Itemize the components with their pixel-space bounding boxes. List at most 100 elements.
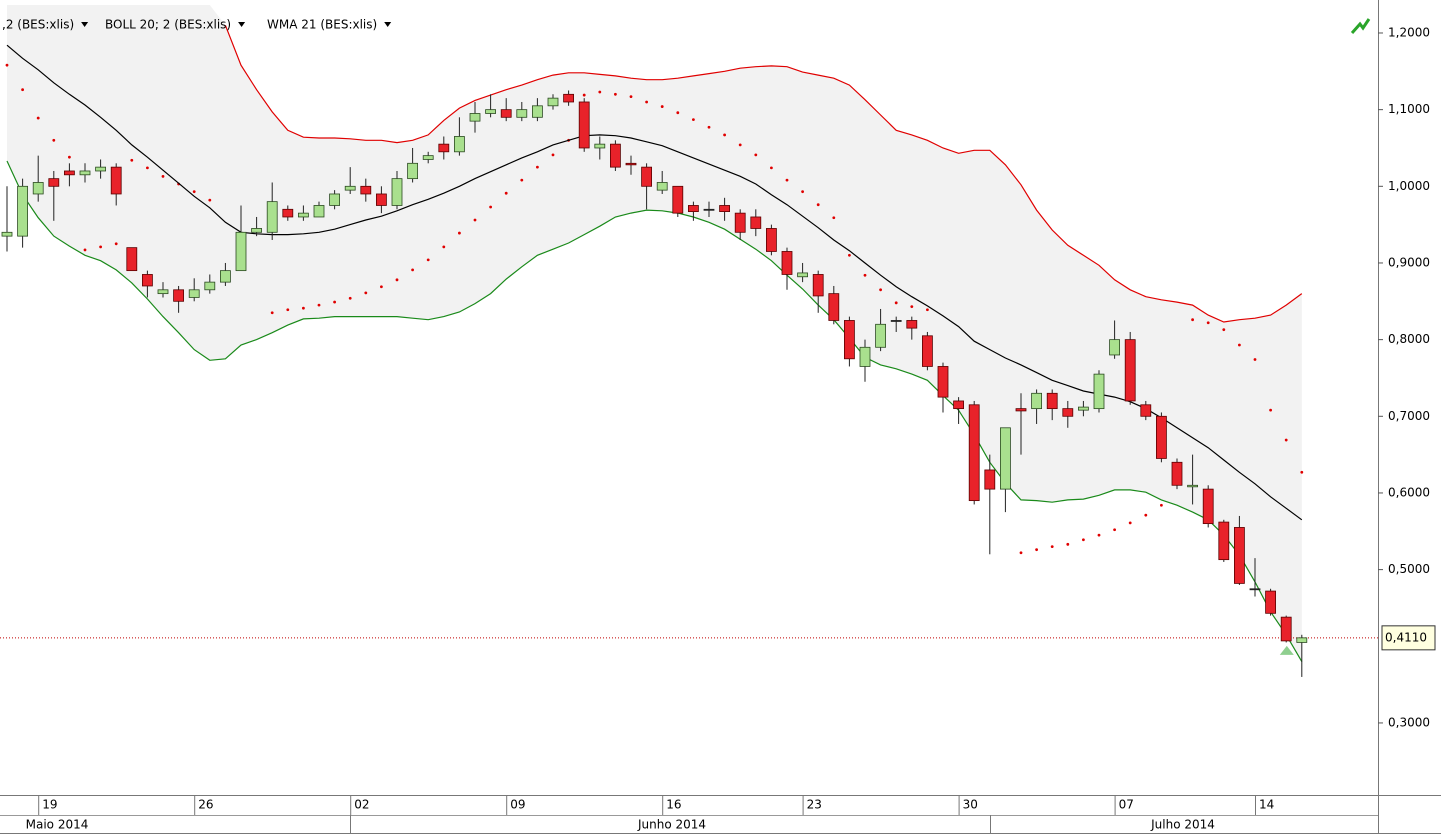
sar-dot bbox=[723, 133, 726, 137]
candle-body bbox=[781, 251, 793, 275]
y-tick-label: 1,0000 bbox=[1388, 179, 1430, 193]
legend[interactable]: ,2 (BES:xlis) BOLL 20; 2 (BES:xlis) WMA 21… bbox=[2, 18, 392, 32]
candle-body bbox=[485, 109, 497, 114]
sar-dot bbox=[894, 301, 898, 305]
sar-dot bbox=[1253, 358, 1257, 361]
candle-body bbox=[266, 201, 278, 233]
sar-dot bbox=[1035, 548, 1038, 552]
legend-label[interactable]: ,2 (BES:xlis) bbox=[2, 18, 74, 32]
candle-body bbox=[968, 404, 980, 502]
candle-body bbox=[578, 101, 590, 149]
sar-dot bbox=[146, 166, 149, 170]
y-tick-label: 1,2000 bbox=[1388, 25, 1430, 39]
x-tick-label: 19 bbox=[42, 798, 57, 812]
month-label: Maio 2014 bbox=[26, 818, 89, 832]
sar-dot bbox=[36, 116, 40, 120]
candle-body bbox=[1046, 392, 1058, 410]
sar-dot bbox=[770, 166, 773, 170]
candle-body bbox=[750, 216, 762, 229]
legend-dropdown[interactable] bbox=[238, 22, 246, 27]
candle-body bbox=[672, 185, 684, 214]
candle-body bbox=[360, 185, 372, 195]
candle-body bbox=[282, 208, 294, 218]
legend-dropdown[interactable] bbox=[384, 22, 392, 27]
x-tick-label: 30 bbox=[963, 798, 978, 812]
sar-dot bbox=[504, 191, 508, 195]
sar-dot bbox=[192, 190, 196, 194]
sar-dot bbox=[317, 303, 321, 307]
legend-label[interactable]: BOLL 20; 2 (BES:xlis) bbox=[105, 18, 231, 32]
sar-dot bbox=[1222, 328, 1226, 332]
candle-body bbox=[1280, 616, 1292, 642]
candle-body bbox=[656, 182, 668, 191]
sar-dot bbox=[1050, 545, 1054, 549]
sar-dot bbox=[598, 90, 602, 94]
sar-dot bbox=[21, 88, 24, 92]
candle-body bbox=[625, 162, 637, 166]
sar-dot bbox=[754, 153, 758, 157]
sar-dot bbox=[816, 203, 820, 207]
sar-dot bbox=[52, 138, 56, 142]
sar-dot bbox=[536, 165, 539, 169]
sar-dot bbox=[489, 205, 492, 209]
candle-body bbox=[1187, 484, 1198, 488]
candle-body bbox=[984, 469, 996, 490]
sar-dot bbox=[520, 178, 524, 182]
month-label: Junho 2014 bbox=[637, 818, 706, 832]
candle-body bbox=[297, 212, 309, 218]
candle-body bbox=[329, 193, 341, 206]
sar-dot bbox=[707, 125, 711, 129]
y-tick-label: 1,1000 bbox=[1388, 102, 1430, 116]
candle-body bbox=[703, 208, 715, 211]
candle-body bbox=[1234, 527, 1245, 584]
sar-dot bbox=[458, 231, 461, 235]
candle-body bbox=[375, 193, 387, 206]
candle-body bbox=[610, 143, 621, 168]
sar-dot bbox=[863, 273, 867, 277]
legend-label[interactable]: WMA 21 (BES:xlis) bbox=[267, 18, 377, 32]
sar-dot bbox=[1238, 343, 1241, 347]
status-icon bbox=[1350, 18, 1371, 34]
candle-body bbox=[251, 228, 263, 233]
candle-body bbox=[719, 205, 730, 213]
sar-dot bbox=[879, 288, 882, 292]
candle-body bbox=[500, 109, 512, 118]
x-tick-label: 23 bbox=[807, 798, 822, 812]
candle-body bbox=[766, 228, 777, 252]
candle-body bbox=[906, 320, 918, 329]
x-tick-label: 02 bbox=[354, 798, 369, 812]
sar-dot bbox=[629, 95, 633, 99]
y-tick-label: 0,3000 bbox=[1388, 715, 1430, 729]
sar-dot bbox=[333, 300, 336, 304]
candle-body bbox=[594, 143, 606, 149]
sar-dot bbox=[442, 245, 446, 249]
sar-dot bbox=[411, 268, 414, 272]
sar-dot bbox=[364, 291, 368, 295]
sar-dot bbox=[1284, 438, 1288, 442]
lower-band bbox=[6, 160, 1303, 662]
candle-body bbox=[422, 155, 434, 160]
candle-body bbox=[1202, 488, 1214, 525]
candle-body bbox=[1171, 461, 1183, 486]
band-fill bbox=[7, 5, 1302, 662]
sar-dot bbox=[302, 306, 305, 310]
candle-body bbox=[407, 162, 419, 180]
candle-body bbox=[563, 93, 574, 103]
sar-dot bbox=[99, 245, 102, 249]
y-tick-label: 0,8000 bbox=[1388, 332, 1430, 346]
x-tick-label: 16 bbox=[666, 798, 681, 812]
candle-body bbox=[126, 247, 138, 272]
candle-body bbox=[641, 166, 652, 187]
sar-dot bbox=[348, 296, 352, 300]
sar-dot bbox=[473, 218, 477, 222]
sar-dot bbox=[83, 248, 87, 252]
sar-dot bbox=[1160, 503, 1163, 507]
sar-dot bbox=[1082, 538, 1085, 542]
sar-dot bbox=[68, 155, 71, 159]
legend-dropdown[interactable] bbox=[81, 22, 89, 27]
sar-dot bbox=[1206, 321, 1210, 325]
candle-body bbox=[859, 346, 871, 367]
candle-body bbox=[32, 182, 44, 195]
